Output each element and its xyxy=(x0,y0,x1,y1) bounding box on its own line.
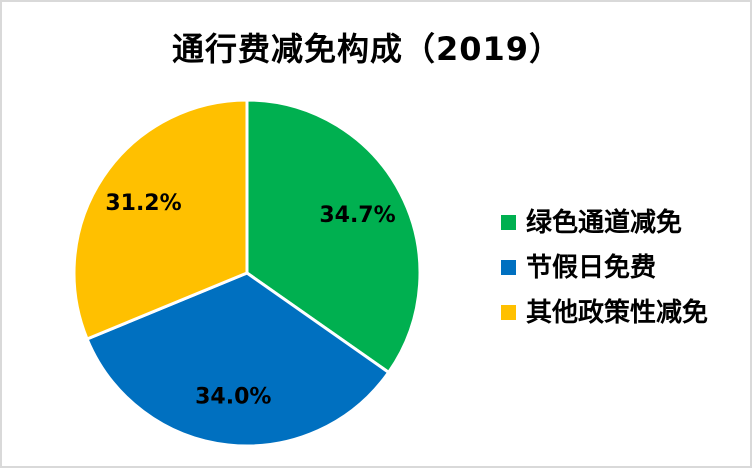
pie-slice-1 xyxy=(245,98,422,374)
pie-slice-2 xyxy=(85,271,391,448)
legend-label-yellow: 其他政策性减免 xyxy=(526,297,709,328)
pie-slice-3 xyxy=(72,98,249,341)
legend-swatch-blue-icon xyxy=(501,260,516,275)
data-label-2: 34.0% xyxy=(195,384,271,409)
legend-swatch-green-icon xyxy=(501,215,516,230)
legend-label-blue: 节假日免费 xyxy=(526,252,657,283)
chart-title: 通行费减免构成（2019） xyxy=(171,30,563,68)
legend-label-green: 绿色通道减免 xyxy=(526,207,683,238)
data-label-1: 34.7% xyxy=(319,203,395,228)
legend-item-blue: 节假日免费 xyxy=(501,254,708,281)
legend-swatch-yellow-icon xyxy=(501,305,516,320)
legend: 绿色通道减免 节假日免费 其他政策性减免 xyxy=(501,209,708,326)
legend-item-green: 绿色通道减免 xyxy=(501,209,708,236)
data-label-3: 31.2% xyxy=(105,191,181,216)
legend-item-yellow: 其他政策性减免 xyxy=(501,299,708,326)
